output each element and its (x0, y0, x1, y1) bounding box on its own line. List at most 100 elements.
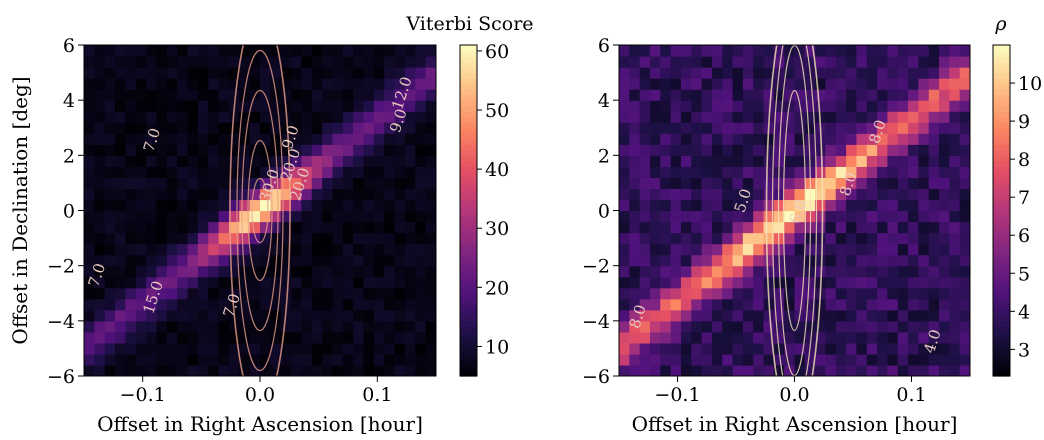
heatmap-cell (156, 243, 168, 256)
heatmap-cell (353, 133, 365, 145)
heatmap-cell (866, 177, 878, 190)
heatmap-cell (156, 353, 168, 366)
heatmap-cell (156, 331, 168, 344)
heatmap-cell (877, 276, 889, 289)
heatmap-cell (208, 199, 220, 212)
heatmap-cell (156, 188, 168, 201)
heatmap-cell (291, 331, 303, 344)
heatmap-cell (639, 309, 651, 322)
heatmap-cell (135, 144, 147, 156)
heatmap-cell (84, 232, 95, 245)
heatmap-cell (125, 364, 137, 376)
heatmap-cell (835, 342, 847, 355)
heatmap-cell (918, 221, 930, 234)
heatmap-cell (166, 243, 178, 256)
heatmap-cell (711, 122, 723, 134)
heatmap-cell (415, 210, 427, 223)
heatmap-cell (415, 78, 427, 90)
colorbar-segment (993, 204, 1010, 212)
heatmap-cell (670, 177, 682, 190)
heatmap-cell (115, 45, 127, 57)
heatmap-cell (908, 133, 919, 145)
heatmap-cell (804, 331, 816, 344)
colorbar-segment (993, 100, 1010, 107)
heatmap-cell (218, 89, 230, 101)
heatmap-cell (639, 276, 651, 289)
heatmap-cell (415, 144, 427, 156)
heatmap-cell (373, 221, 385, 234)
heatmap-cell (939, 342, 950, 355)
colorbar-segment (993, 89, 1010, 96)
heatmap-cell (815, 199, 827, 212)
heatmap-cell (187, 221, 199, 234)
heatmap-cell (425, 155, 436, 167)
heatmap-cell (363, 309, 375, 322)
heatmap-cell (680, 177, 692, 190)
colorbar-segment (460, 271, 477, 278)
colorbar-segment (993, 271, 1010, 278)
heatmap-cell (794, 364, 806, 376)
heatmap-cell (784, 243, 796, 256)
heatmap-cell (156, 364, 168, 376)
heatmap-cell (353, 254, 365, 267)
heatmap-cell (384, 177, 396, 190)
heatmap-cell (404, 133, 416, 145)
heatmap-cell (856, 111, 868, 123)
heatmap-field: 8.08.05.0 6.04.08.0 (619, 45, 970, 376)
heatmap-cell (753, 254, 765, 267)
heatmap-cell (332, 254, 344, 267)
heatmap-cell (270, 133, 282, 145)
colorbar-segment (460, 276, 477, 283)
contour-line (241, 89, 279, 332)
heatmap-cell (125, 221, 137, 234)
heatmap-cell (949, 56, 961, 68)
colorbar-segment (460, 144, 477, 151)
colorbar-segment (993, 50, 1010, 57)
heatmap-cell (342, 155, 354, 167)
heatmap-cell (763, 243, 775, 256)
heatmap-cell (394, 221, 406, 234)
heatmap-cell (763, 320, 775, 333)
heatmap-cell (691, 100, 703, 112)
heatmap-cell (270, 78, 282, 90)
heatmap-cell (415, 166, 427, 178)
heatmap-cell (166, 309, 178, 322)
heatmap-cell (373, 232, 385, 245)
heatmap-cell (619, 188, 630, 201)
heatmap-cell (794, 298, 806, 311)
heatmap-cell (84, 210, 95, 223)
heatmap-cell (691, 254, 703, 267)
heatmap-cell (415, 364, 427, 376)
heatmap-cell (166, 199, 178, 212)
heatmap-cell (835, 166, 847, 178)
heatmap-cell (146, 166, 158, 178)
y-tick-label: −2 (582, 256, 610, 278)
heatmap-cell (825, 309, 837, 322)
heatmap-cell (949, 353, 961, 366)
heatmap-cell (228, 89, 240, 101)
heatmap-cell (332, 100, 344, 112)
heatmap-cell (732, 199, 744, 212)
heatmap-cell (228, 287, 240, 300)
heatmap-cell (722, 331, 734, 344)
heatmap-cell (342, 298, 354, 311)
heatmap-cell (332, 298, 344, 311)
heatmap-cell (239, 111, 251, 123)
heatmap-cell (701, 243, 713, 256)
heatmap-cell (763, 309, 775, 322)
heatmap-cell (660, 56, 672, 68)
heatmap-cell (722, 353, 734, 366)
heatmap-cell (773, 287, 785, 300)
heatmap-cell (619, 67, 630, 79)
heatmap-cell (249, 199, 261, 212)
heatmap-cell (311, 89, 323, 101)
heatmap-cell (115, 298, 127, 311)
heatmap-cell (208, 67, 220, 79)
heatmap-cell (177, 133, 189, 145)
heatmap-cell (425, 67, 436, 79)
heatmap-cell (156, 276, 168, 289)
heatmap-cell (260, 188, 271, 201)
heatmap-cell (166, 331, 178, 344)
heatmap-cell (291, 56, 303, 68)
heatmap-cell (94, 166, 106, 178)
